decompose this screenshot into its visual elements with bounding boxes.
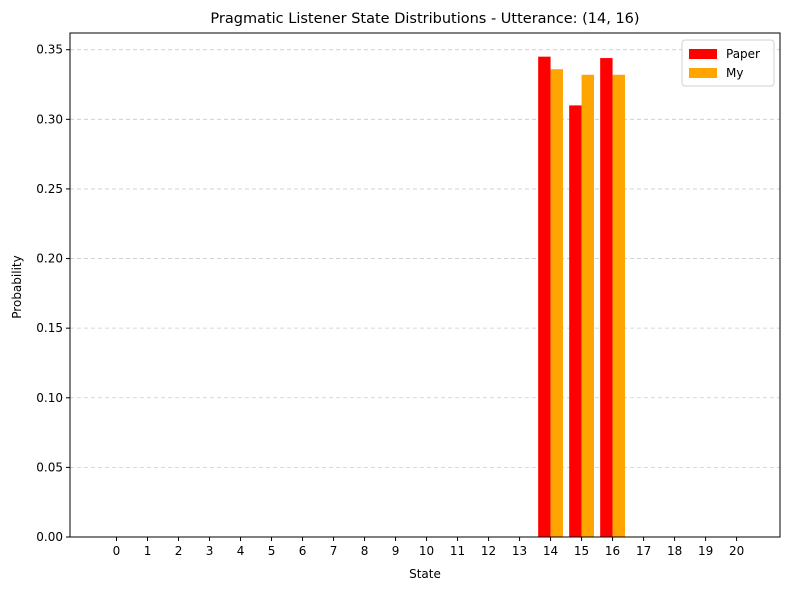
- legend: Paper My: [681, 39, 775, 87]
- y-tick-label: 0.30: [36, 112, 63, 126]
- y-tick-label: 0.15: [36, 321, 63, 335]
- x-tick-label: 17: [636, 544, 651, 558]
- x-tick-label: 15: [574, 544, 589, 558]
- x-axis-label: State: [409, 567, 441, 581]
- x-tick-label: 14: [543, 544, 558, 558]
- x-tick-label: 0: [113, 544, 121, 558]
- y-tick-label: 0.10: [36, 391, 63, 405]
- bar-paper-16: [600, 58, 613, 538]
- x-tick-label: 10: [419, 544, 434, 558]
- x-tick-label: 2: [175, 544, 183, 558]
- x-tick-label: 1: [144, 544, 152, 558]
- y-tick-label: 0.20: [36, 252, 63, 266]
- x-tick-label: 4: [237, 544, 245, 558]
- x-tick-label: 11: [450, 544, 465, 558]
- x-axis-ticks: 0 1 2 3 4 5 6 7 8 9 10 11 12 13 14 15 16 17 18 19 20: [113, 537, 744, 558]
- x-tick-label: 6: [299, 544, 307, 558]
- x-tick-label: 8: [361, 544, 369, 558]
- bars: [538, 56, 625, 538]
- grid-lines: [70, 49, 780, 468]
- x-tick-label: 12: [481, 544, 496, 558]
- y-axis-ticks: 0.00 0.05 0.10 0.15 0.20 0.25 0.30 0.35: [36, 43, 70, 544]
- bar-paper-15: [569, 105, 582, 537]
- x-tick-label: 16: [605, 544, 620, 558]
- plot-frame: [69, 32, 781, 538]
- bar-my-16: [612, 74, 625, 538]
- y-tick-label: 0.35: [36, 43, 63, 57]
- x-tick-label: 3: [206, 544, 214, 558]
- x-tick-label: 18: [667, 544, 682, 558]
- chart-title: Pragmatic Listener State Distributions -…: [210, 11, 639, 27]
- y-tick-label: 0.00: [36, 530, 63, 544]
- bar-my-15: [581, 74, 594, 538]
- x-tick-label: 19: [698, 544, 713, 558]
- x-tick-label: 5: [268, 544, 276, 558]
- bar-my-14: [550, 69, 563, 537]
- x-tick-label: 7: [330, 544, 338, 558]
- legend-label-paper: Paper: [726, 47, 760, 61]
- x-tick-label: 13: [512, 544, 527, 558]
- legend-swatch-my: [689, 68, 717, 78]
- legend-label-my: My: [726, 66, 743, 80]
- legend-swatch-paper: [689, 49, 717, 59]
- y-tick-label: 0.25: [36, 182, 63, 196]
- y-axis-label: Probability: [10, 255, 24, 318]
- bar-paper-14: [538, 56, 551, 537]
- x-tick-label: 20: [729, 544, 744, 558]
- y-tick-label: 0.05: [36, 460, 63, 474]
- x-tick-label: 9: [392, 544, 400, 558]
